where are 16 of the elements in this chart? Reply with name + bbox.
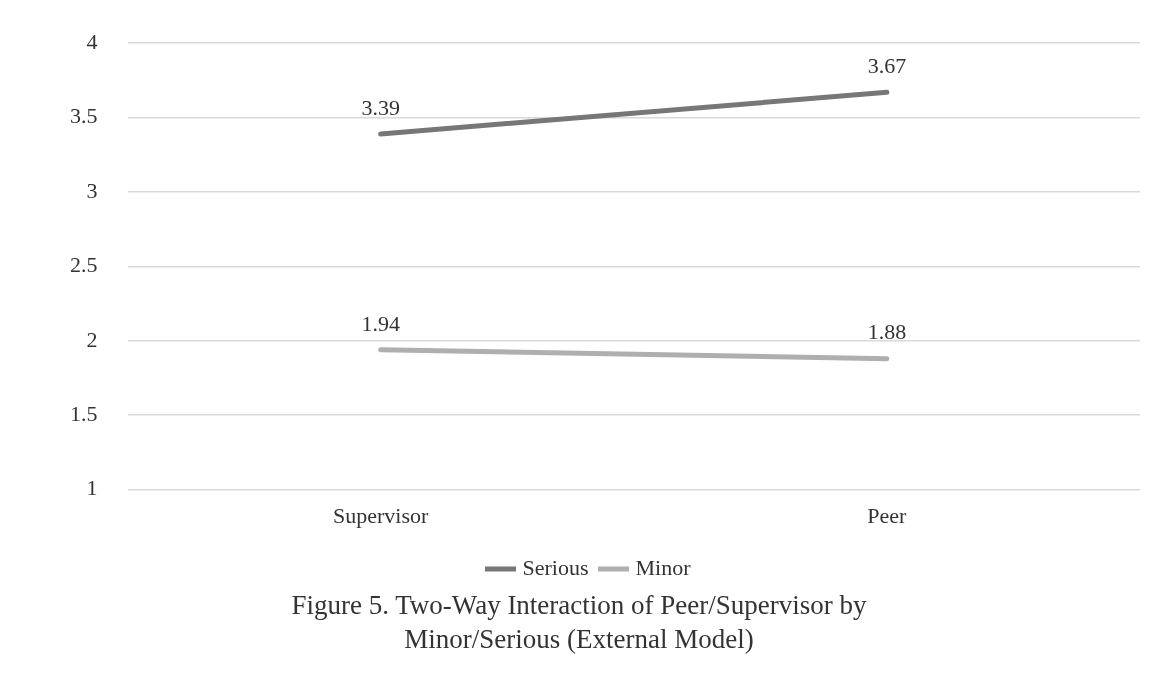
y-tick-label: 2.5 <box>70 252 98 278</box>
data-label: 3.67 <box>867 53 907 79</box>
data-label: 1.94 <box>361 310 400 336</box>
y-tick-label: 3.5 <box>70 103 98 129</box>
x-tick-label: Supervisor <box>332 502 429 528</box>
data-label: 1.88 <box>867 319 907 345</box>
text: Figure 5. Two-Way Interaction of Peer/Supervisor by Minor/Serious (External Model) <box>290 589 868 656</box>
y-tick-label: 3 <box>86 177 98 203</box>
x-tick-label: Peer <box>867 502 908 528</box>
legend-label: Serious <box>522 554 589 580</box>
data-label: 3.39 <box>361 94 400 120</box>
y-tick-label: 1.5 <box>70 400 98 426</box>
y-tick-label: 1 <box>86 475 98 501</box>
y-tick-label: 2 <box>86 326 98 352</box>
y-tick-label: 4 <box>86 28 98 54</box>
legend-label: Minor <box>635 554 692 580</box>
